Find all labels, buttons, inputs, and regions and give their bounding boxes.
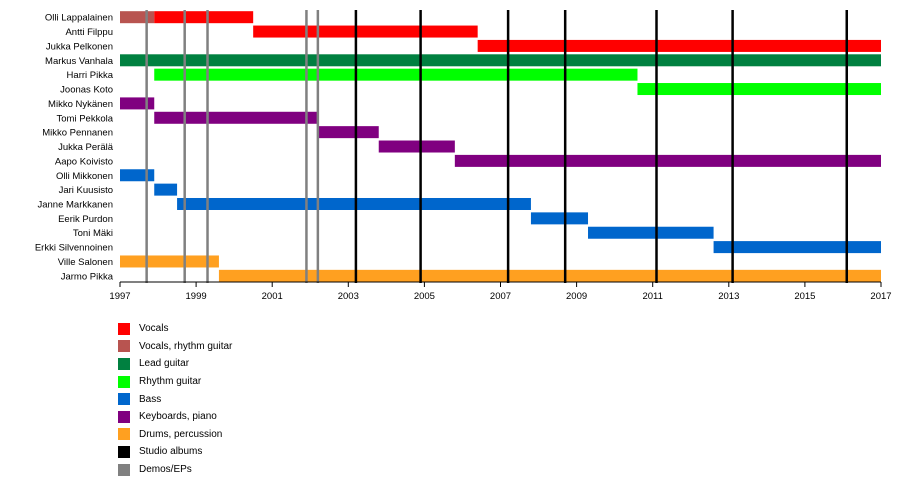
- bar-eerik-purdon-bass: [530, 212, 589, 225]
- bar-joonas-koto-rhythm: [637, 83, 881, 96]
- legend-swatch-bass: [118, 393, 130, 406]
- member-label-aapo-koivisto: Aapo Koivisto: [55, 156, 113, 167]
- member-label-jukka-perala: Jukka Perälä: [58, 142, 114, 153]
- bar-janne-markkanen-bass: [177, 197, 531, 210]
- member-label-mikko-pennanen: Mikko Pennanen: [42, 128, 113, 139]
- legend-item-drums-percussion: Drums, percussion: [118, 426, 232, 444]
- bar-olli-lappalainen-vocals_rhythm: [120, 11, 155, 24]
- member-label-olli-lappalainen: Olli Lappalainen: [45, 13, 113, 24]
- member-label-erkki-silvennoinen: Erkki Silvennoinen: [35, 243, 113, 254]
- legend-item-rhythm-guitar: Rhythm guitar: [118, 373, 232, 391]
- bar-aapo-koivisto-keys: [454, 154, 881, 167]
- legend-label-demos-eps: Demos/EPs: [139, 464, 192, 476]
- legend-item-studio-albums: Studio albums: [118, 443, 232, 461]
- x-tick-label-2015: 2015: [794, 291, 815, 302]
- bar-jukka-perala-keys: [378, 140, 455, 153]
- bar-olli-mikkonen-bass: [120, 169, 155, 182]
- bar-toni-maki-bass: [588, 226, 714, 239]
- x-tick-label-2009: 2009: [566, 291, 587, 302]
- legend-label-vocals: Vocals: [139, 323, 169, 335]
- x-tick-label-2003: 2003: [338, 291, 359, 302]
- legend-swatch-lead-guitar: [118, 357, 130, 370]
- member-label-ville-salonen: Ville Salonen: [58, 257, 113, 268]
- legend-item-vocals-rhythm-guitar: Vocals, rhythm guitar: [118, 338, 232, 356]
- x-axis: 1997 1999 2001 2003 2005 2007 2009 2011 2013 2015…: [109, 281, 892, 302]
- bar-mikko-pennanen-keys: [317, 126, 379, 139]
- member-bars: [120, 11, 881, 282]
- member-label-mikko-nykanen: Mikko Nykänen: [48, 99, 113, 110]
- x-tick-label-2007: 2007: [490, 291, 511, 302]
- legend-swatch-drums-percussion: [118, 428, 130, 441]
- member-label-markus-vanhala: Markus Vanhala: [45, 56, 114, 67]
- member-label-tomi-pekkola: Tomi Pekkola: [57, 113, 114, 124]
- band-timeline-chart: Olli Lappalainen Antti Filppu Jukka Pelkon…: [35, 10, 892, 302]
- bar-harri-pikka-rhythm: [154, 68, 638, 81]
- legend-item-vocals: Vocals: [118, 320, 232, 338]
- legend-label-vocals-rhythm-guitar: Vocals, rhythm guitar: [139, 340, 233, 352]
- legend: Vocals Vocals, rhythm guitar Lead guitar Rh…: [118, 320, 232, 478]
- member-label-jarmo-pikka: Jarmo Pikka: [61, 271, 114, 282]
- bar-jari-kuusisto-bass: [154, 183, 178, 196]
- legend-label-rhythm-guitar: Rhythm guitar: [139, 376, 202, 388]
- bar-ville-salonen-drums: [120, 255, 219, 268]
- member-label-toni-maki: Toni Mäki: [73, 228, 113, 239]
- legend-swatch-keyboards-piano: [118, 410, 130, 423]
- legend-swatch-studio-albums: [118, 445, 130, 458]
- bar-tomi-pekkola-keys: [154, 111, 318, 124]
- legend-item-demos-eps: Demos/EPs: [118, 461, 232, 479]
- legend-label-keyboards-piano: Keyboards, piano: [139, 411, 217, 423]
- legend-swatch-demos-eps: [118, 463, 130, 476]
- legend-swatch-vocals: [118, 322, 130, 335]
- member-label-jukka-pelkonen: Jukka Pelkonen: [46, 41, 113, 52]
- legend-label-lead-guitar: Lead guitar: [139, 358, 190, 370]
- legend-item-keyboards-piano: Keyboards, piano: [118, 408, 232, 426]
- member-label-antti-filppu: Antti Filppu: [65, 27, 113, 38]
- member-label-harri-pikka: Harri Pikka: [67, 70, 114, 81]
- legend-label-studio-albums: Studio albums: [139, 446, 203, 458]
- x-tick-label-2013: 2013: [718, 291, 739, 302]
- legend-item-bass: Bass: [118, 390, 232, 408]
- bar-olli-lappalainen-vocals: [154, 11, 254, 24]
- bar-markus-vanhala-lead: [120, 54, 881, 67]
- x-tick-label-2001: 2001: [262, 291, 283, 302]
- member-label-olli-mikkonen: Olli Mikkonen: [56, 171, 113, 182]
- legend-swatch-vocals-rhythm-guitar: [118, 340, 130, 353]
- x-tick-label-2017: 2017: [870, 291, 891, 302]
- member-label-eerik-purdon: Eerik Purdon: [58, 214, 113, 225]
- bar-jukka-pelkonen-vocals: [477, 39, 881, 52]
- x-tick-label-1997: 1997: [109, 291, 130, 302]
- member-label-jari-kuusisto: Jari Kuusisto: [59, 185, 113, 196]
- legend-label-drums-percussion: Drums, percussion: [139, 428, 223, 440]
- bar-mikko-nykanen-keys: [120, 97, 155, 110]
- bar-erkki-silvennoinen-bass: [713, 241, 881, 254]
- bar-antti-filppu-vocals: [253, 25, 478, 38]
- x-tick-label-2011: 2011: [642, 291, 662, 302]
- x-tick-label-1999: 1999: [186, 291, 207, 302]
- member-names: Olli Lappalainen Antti Filppu Jukka Pelkon…: [35, 13, 114, 283]
- legend-label-bass: Bass: [139, 393, 162, 405]
- legend-swatch-rhythm-guitar: [118, 375, 130, 388]
- member-label-janne-markkanen: Janne Markkanen: [37, 199, 113, 210]
- x-tick-label-2005: 2005: [414, 291, 435, 302]
- member-label-joonas-koto: Joonas Koto: [60, 85, 113, 96]
- bar-jarmo-pikka-drums: [218, 269, 881, 282]
- legend-item-lead-guitar: Lead guitar: [118, 355, 232, 373]
- release-lines: [145, 10, 849, 284]
